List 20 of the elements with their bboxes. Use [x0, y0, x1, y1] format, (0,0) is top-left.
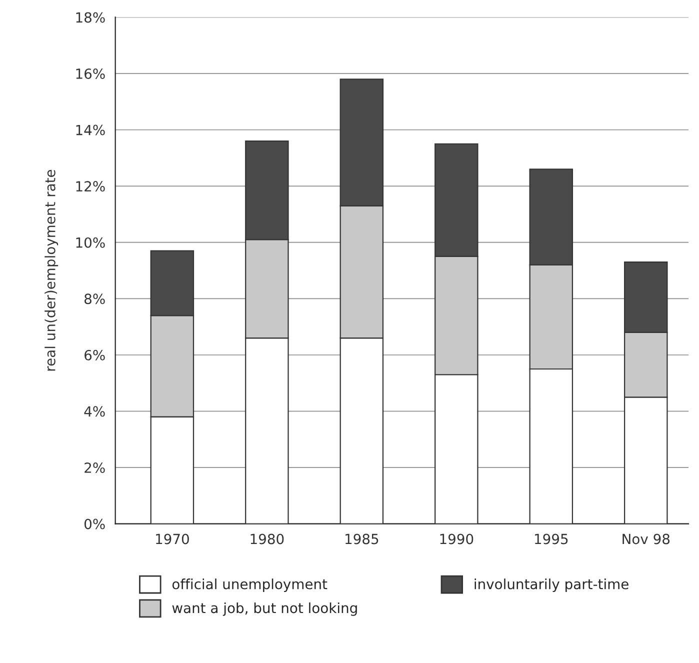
y-tick-label: 16%: [76, 68, 105, 79]
y-tick-label: 4%: [84, 406, 105, 417]
legend-label: official unemployment: [172, 578, 328, 592]
y-tick-label: 0%: [84, 518, 105, 530]
y-tick-label: 10%: [76, 237, 105, 248]
legend-label: involuntarily part-time: [474, 578, 628, 592]
x-tick-label: 1990: [440, 534, 474, 544]
y-axis-title: real un(der)employment rate: [44, 170, 58, 371]
legend-label: want a job, but not looking: [172, 602, 357, 616]
y-tick-label: 8%: [84, 294, 105, 304]
x-tick-label: Nov 98: [622, 534, 670, 544]
x-tick-label: 1970: [156, 534, 189, 544]
y-tick-label: 18%: [76, 12, 105, 23]
y-tick-label: 2%: [84, 462, 105, 473]
y-tick-label: 14%: [76, 124, 105, 136]
y-tick-label: 12%: [76, 181, 105, 192]
y-tick-label: 6%: [84, 350, 105, 360]
x-tick-label: 1995: [534, 534, 568, 544]
x-tick-label: 1980: [250, 534, 284, 544]
x-tick-label: 1985: [346, 534, 378, 544]
